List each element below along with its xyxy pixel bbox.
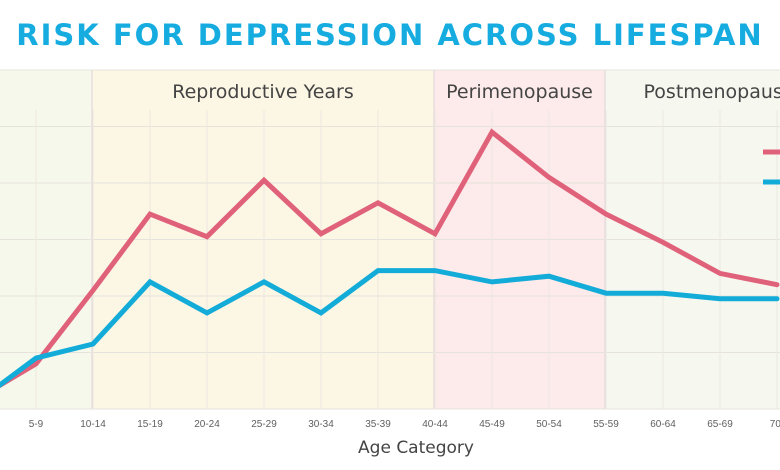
phase-label-3: Postmenopause: [644, 81, 780, 103]
x-tick-label: 60-64: [650, 419, 676, 430]
chart-title: RISK FOR DEPRESSION ACROSS LIFESPAN: [16, 18, 764, 52]
x-tick-label: 25-29: [251, 419, 277, 430]
x-tick-label: 5-9: [29, 419, 44, 430]
legend: [763, 149, 780, 185]
x-tick-label: 40-44: [422, 419, 448, 430]
x-tick-label: 15-19: [137, 419, 163, 430]
x-tick-label: 70-: [770, 419, 780, 430]
x-tick-label: 55-59: [593, 419, 619, 430]
x-tick-label: 45-49: [479, 419, 505, 430]
x-tick-label: 65-69: [707, 419, 733, 430]
x-axis-label: Age Category: [358, 438, 474, 458]
series-lines: [0, 128, 780, 389]
x-tick-label: 50-54: [536, 419, 562, 430]
gridlines: [0, 69, 780, 410]
x-tick-label: 20-24: [194, 419, 220, 430]
phase-labels: Reproductive Years Perimenopause Postmenop…: [172, 81, 780, 103]
phase-label-2: Perimenopause: [446, 81, 593, 103]
phase-label-1: Reproductive Years: [172, 81, 354, 103]
x-tick-label: 35-39: [365, 419, 391, 430]
x-axis-ticks: 5-9 10-14 15-19 20-24 25-29 30-34 35-39 40-44 45…: [29, 419, 780, 430]
x-tick-label: 10-14: [80, 419, 106, 430]
x-tick-label: 30-34: [308, 419, 334, 430]
